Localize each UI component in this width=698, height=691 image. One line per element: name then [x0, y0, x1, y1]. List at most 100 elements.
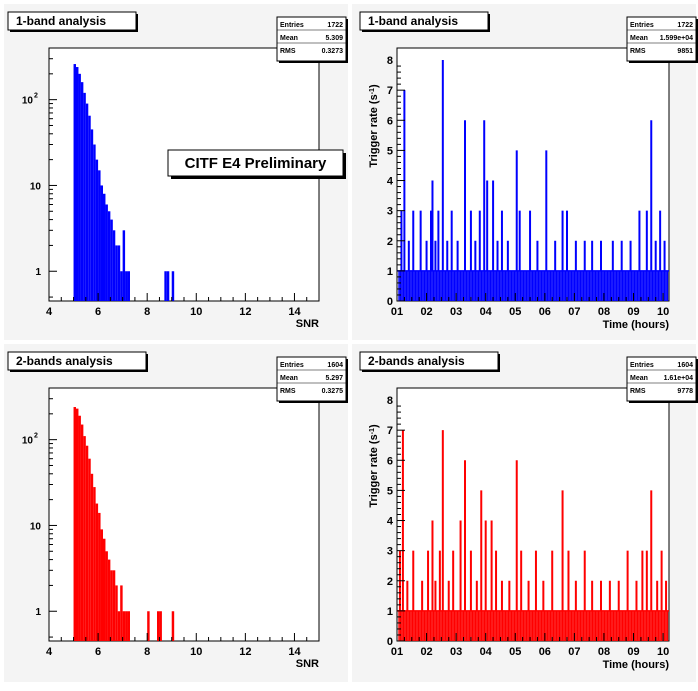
stats-box — [626, 356, 697, 402]
x-tick-label: 10 — [190, 306, 202, 318]
histogram-bar — [80, 82, 84, 301]
stats-value: 9778 — [677, 388, 693, 395]
y-tick-label: 10 — [30, 521, 42, 532]
y-tick-label: 10 — [30, 181, 42, 192]
y-tick-label: 5 — [387, 485, 393, 497]
stats-value: 1.61e+04 — [664, 375, 693, 382]
stats-key: Mean — [630, 375, 648, 382]
y-tick-label: 0 — [387, 636, 393, 648]
histogram-bar — [122, 611, 126, 641]
stats-value: 9851 — [677, 48, 693, 55]
stats-value: 5.297 — [325, 375, 343, 382]
histogram-bar — [85, 103, 89, 302]
histogram-bar — [95, 159, 99, 301]
stats-box — [276, 16, 347, 62]
histogram-bar — [83, 92, 86, 301]
histogram-bar — [166, 271, 170, 301]
y-tick-label: 1 — [387, 266, 393, 278]
x-tick-label: 09 — [627, 646, 639, 658]
x-tick-label: 8 — [144, 306, 150, 318]
histogram-bar — [115, 585, 118, 641]
histogram-bars — [73, 407, 175, 641]
rate-baseline-band — [398, 270, 669, 301]
x-axis-label: Time (hours) — [603, 659, 670, 671]
x-tick-label: 12 — [239, 306, 251, 318]
histogram-bar — [76, 408, 79, 641]
x-tick-label: 02 — [420, 646, 432, 658]
stats-key: RMS — [280, 48, 296, 55]
histogram-bar — [120, 271, 123, 301]
histogram-bar — [122, 230, 126, 301]
x-tick-label: 4 — [46, 646, 53, 658]
y-tick-label: 2 — [387, 576, 393, 588]
x-tick-label: 10 — [657, 306, 669, 318]
histogram-bar — [90, 473, 94, 641]
x-tick-label: 01 — [391, 306, 403, 318]
chart-title: 1-band analysis — [16, 14, 106, 28]
histogram-bar — [78, 73, 81, 301]
histogram-bar — [117, 611, 121, 641]
x-tick-label: 06 — [539, 306, 551, 318]
x-tick-label: 03 — [450, 646, 462, 658]
y-tick-label: 10 — [22, 96, 34, 107]
x-axis-label: SNR — [296, 658, 319, 670]
histogram-bar — [107, 559, 111, 641]
histogram-bar — [73, 64, 76, 301]
histogram-bar — [171, 271, 175, 301]
histogram-bar — [88, 458, 91, 641]
histogram-bar — [120, 585, 123, 641]
y-tick-label: 1 — [35, 607, 41, 618]
stats-value: 0.3273 — [322, 48, 344, 55]
x-tick-label: 05 — [509, 646, 521, 658]
x-tick-label: 08 — [598, 646, 610, 658]
x-tick-label: 07 — [568, 646, 580, 658]
histogram-bar — [83, 436, 86, 641]
y-tick-label: 6 — [387, 115, 393, 127]
histogram-bar — [110, 219, 113, 301]
histogram-bar — [127, 271, 130, 301]
histogram-bar — [95, 503, 99, 641]
x-tick-label: 4 — [46, 306, 53, 318]
x-tick-label: 09 — [627, 306, 639, 318]
histogram-bar — [147, 611, 150, 641]
y-tick-label: 8 — [387, 55, 393, 67]
histogram-bar — [73, 407, 76, 641]
x-tick-label: 14 — [288, 306, 301, 318]
rate-series — [397, 60, 669, 301]
x-tick-label: 12 — [239, 646, 251, 658]
histogram-bar — [103, 193, 106, 301]
stats-value: 1722 — [677, 22, 693, 29]
stats-key: Entries — [630, 362, 654, 369]
histogram-bar — [115, 245, 118, 301]
y-axis-label: Trigger rate (s-1) — [368, 424, 380, 508]
y-tick-label: 1 — [35, 267, 41, 278]
histogram-bar — [125, 611, 128, 641]
x-tick-label: 10 — [190, 646, 202, 658]
stats-key: Mean — [280, 375, 298, 382]
histogram-bar — [117, 245, 121, 301]
y-axis-label: Trigger rate (s-1) — [368, 84, 380, 168]
y-tick-label: 2 — [387, 236, 393, 248]
x-axis-label: Time (hours) — [603, 319, 670, 331]
histogram-bars — [73, 64, 175, 302]
x-tick-label: 04 — [480, 646, 493, 658]
x-tick-label: 07 — [568, 306, 580, 318]
x-tick-label: 8 — [144, 646, 150, 658]
y-tick-label: 7 — [387, 85, 393, 97]
histogram-bar — [103, 538, 106, 641]
title-box — [7, 11, 137, 31]
histogram-bar — [90, 129, 94, 301]
histogram-bar — [78, 415, 81, 641]
histogram-bar — [112, 230, 116, 301]
histogram-bar — [98, 512, 101, 641]
y-tick-label: 4 — [387, 176, 394, 188]
stats-key: Entries — [280, 362, 304, 369]
histogram-bar — [93, 487, 96, 641]
histogram-bar — [105, 551, 108, 641]
x-axis-label: SNR — [296, 318, 319, 330]
x-tick-label: 06 — [539, 646, 551, 658]
histogram-bar — [127, 611, 130, 641]
histogram-bar — [110, 570, 113, 641]
